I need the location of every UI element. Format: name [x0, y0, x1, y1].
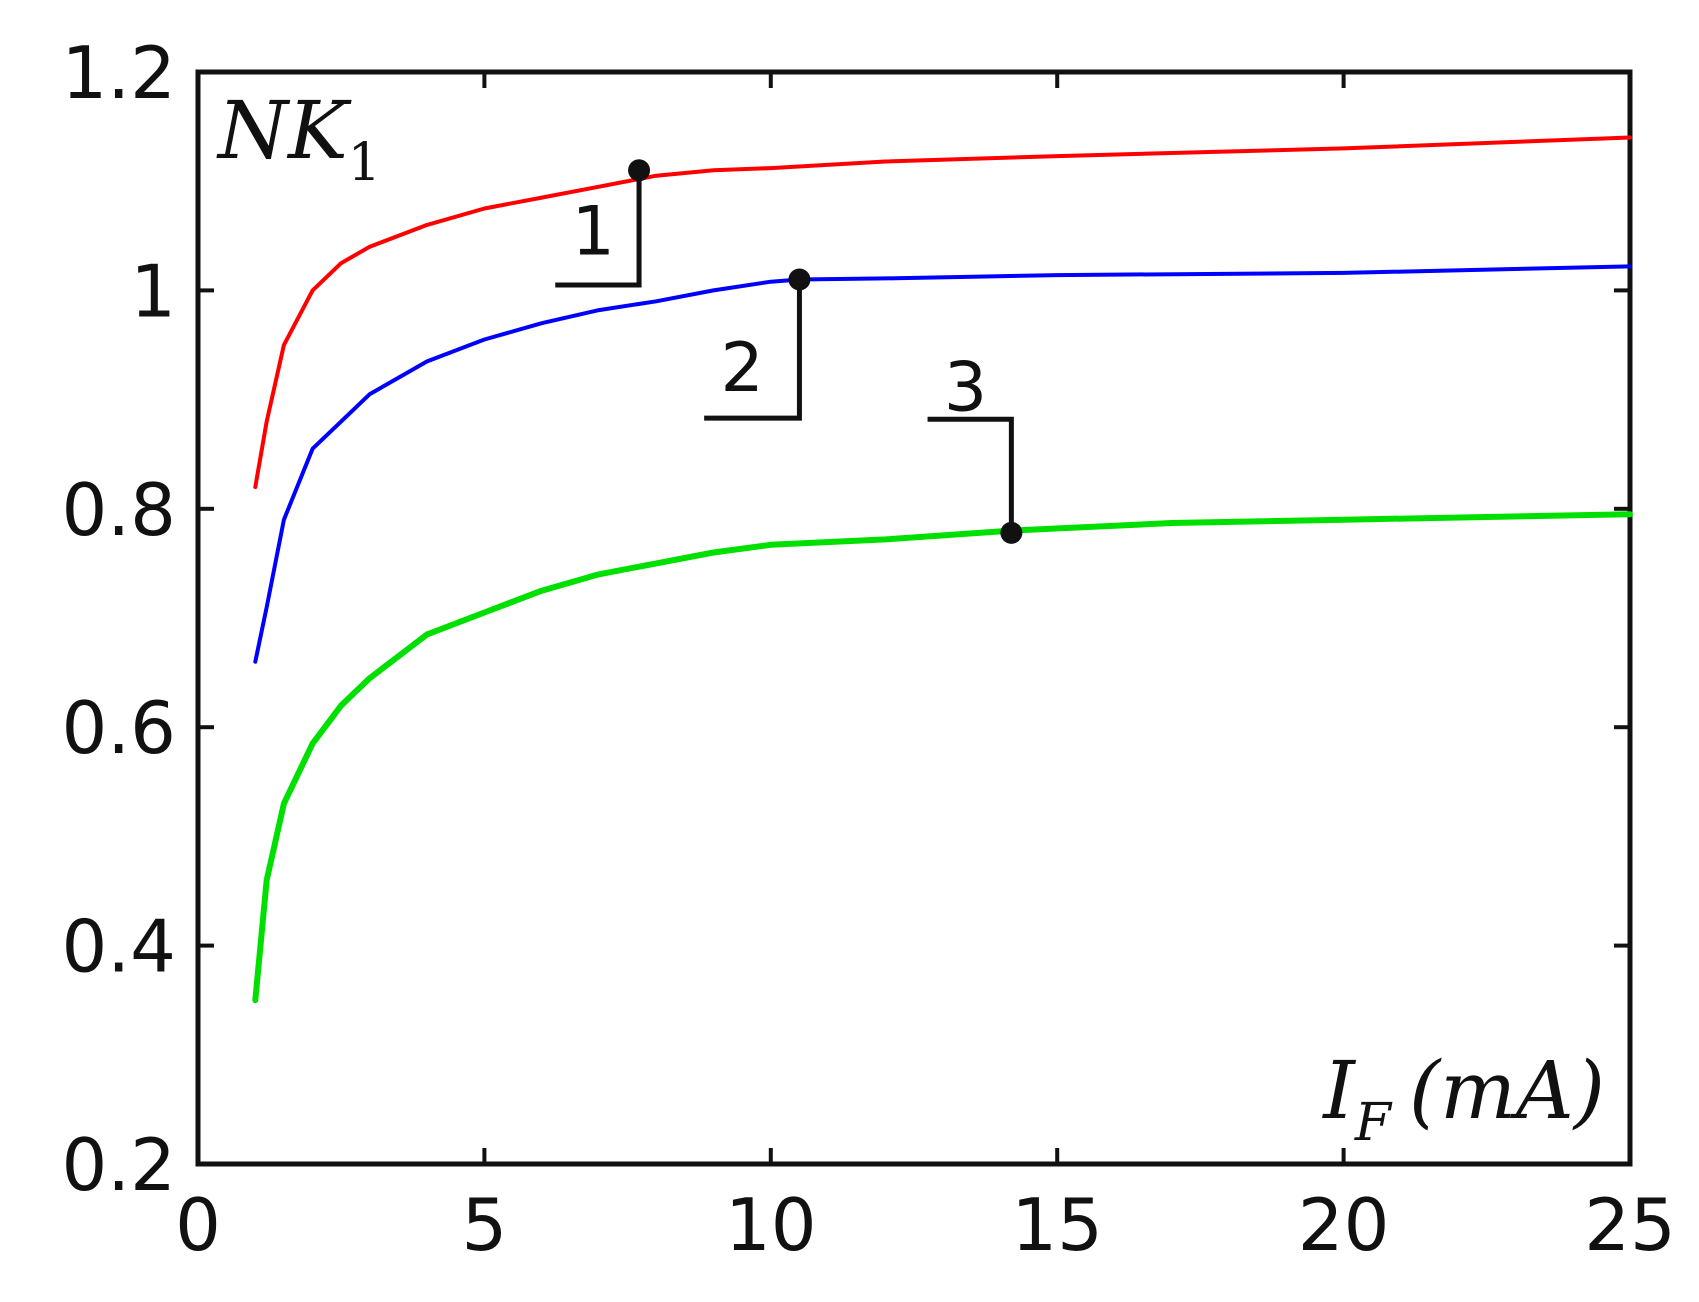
series-callouts: 1 2 3 [555, 159, 1023, 544]
y-axis-label-symbol: NK [216, 84, 352, 177]
plot-area-frame [195, 69, 1633, 1167]
y-tick-label: 0.8 [61, 468, 176, 552]
y-axis-label-subscript: 1 [348, 133, 381, 193]
x-axis-label-symbol: I [1321, 1044, 1356, 1137]
x-tick-label: 5 [461, 1183, 507, 1267]
y-tick-label: 0.4 [61, 905, 176, 989]
y-tick-label: 1 [130, 249, 176, 333]
y-axis-label: NK1 [216, 84, 381, 193]
x-tick-label: 20 [1298, 1183, 1390, 1267]
x-axis-label-subscript: F [1354, 1093, 1393, 1153]
series-line-3 [252, 511, 1633, 1004]
callout-leader-2 [704, 279, 802, 421]
y-tick-label: 0.6 [61, 686, 176, 770]
x-tick-label: 10 [725, 1183, 817, 1267]
series-label-3: 3 [944, 348, 987, 427]
series-label-1: 1 [572, 192, 615, 271]
x-axis-label: IF (mA) [1321, 1044, 1605, 1153]
axis-ticks [196, 70, 1632, 1166]
callout-leader-1 [555, 170, 642, 288]
series-line-2 [253, 264, 1632, 664]
x-tick-label: 25 [1584, 1183, 1676, 1267]
callout-marker-3 [1000, 521, 1023, 544]
series-label-2: 2 [721, 329, 764, 408]
series-lines [252, 135, 1633, 1004]
y-tick-label: 1.2 [61, 31, 176, 115]
callout-leader-3 [927, 416, 1014, 533]
axis-tick-labels: 0 5 10 15 20 25 0.2 0.4 0.6 0.8 1 1.2 [61, 31, 1675, 1267]
y-tick-label: 0.2 [61, 1123, 176, 1207]
x-axis-label-unit: (mA) [1409, 1044, 1605, 1137]
series-line-1 [253, 135, 1632, 489]
x-tick-label: 0 [175, 1183, 221, 1267]
x-tick-label: 15 [1011, 1183, 1103, 1267]
callout-marker-2 [788, 268, 811, 291]
callout-marker-1 [628, 159, 651, 182]
